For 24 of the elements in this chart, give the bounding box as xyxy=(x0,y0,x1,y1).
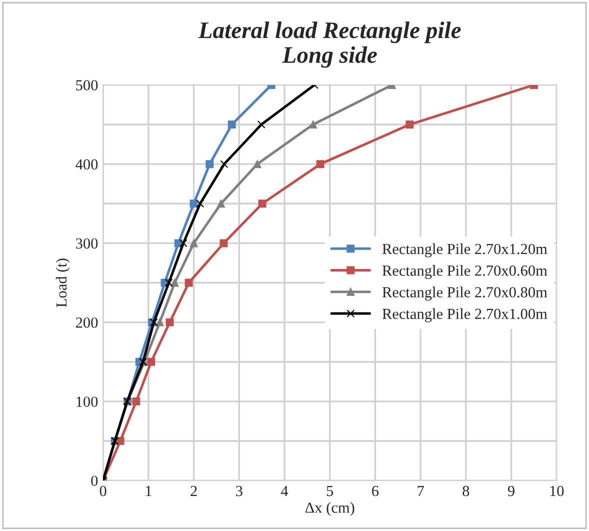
x-tick-label: 10 xyxy=(550,486,564,496)
y-tick-label: 200 xyxy=(76,317,98,328)
x-tick-label: 8 xyxy=(462,486,470,496)
y-tick-label: 500 xyxy=(76,80,98,90)
chart-title: Lateral load Rectangle pile Long side xyxy=(198,22,461,68)
x-tick-label: 4 xyxy=(280,486,288,496)
x-tick-label: 7 xyxy=(418,486,424,496)
x-tick-label: 9 xyxy=(508,486,514,496)
y-tick-label: 100 xyxy=(76,396,98,407)
legend-label: Rectangle Pile 2.70x1.20m xyxy=(382,243,548,258)
x-tick-label: 5 xyxy=(326,486,334,496)
legend-label: Rectangle Pile 2.70x0.60m xyxy=(382,265,548,279)
y-tick-label: 400 xyxy=(76,159,98,170)
x-axis-title: Δx (cm) xyxy=(305,502,354,516)
x-tick-label: 1 xyxy=(146,486,152,496)
x-tick-label: 6 xyxy=(372,486,379,496)
legend-label: Rectangle Pile 2.70x1.00m xyxy=(382,308,548,322)
y-axis-title: Load (t) xyxy=(56,258,70,308)
x-tick-label: 3 xyxy=(236,486,242,496)
y-tick-label: 300 xyxy=(76,238,98,249)
x-tick-label: 0 xyxy=(100,486,106,496)
legend-label: Rectangle Pile 2.70x0.80m xyxy=(382,286,548,301)
x-tick-label: 2 xyxy=(190,486,197,496)
y-tick-label: 0 xyxy=(91,476,98,486)
